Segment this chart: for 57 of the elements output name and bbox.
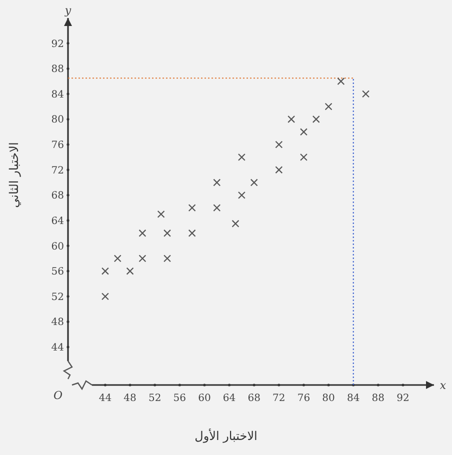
point [101,292,109,300]
y-tick-label: 68 [51,190,64,202]
point [138,254,146,262]
point [232,220,240,228]
x-tick-label: 92 [396,393,410,404]
text: y [64,4,72,17]
point [164,254,172,262]
y-tick-label: 76 [51,140,64,152]
x-axis-title: الاختبار الأول [194,428,258,443]
y-tick-label: 88 [51,64,64,76]
point [275,166,283,174]
point [312,115,320,123]
point [250,178,258,186]
point [138,229,146,237]
y-tick-label: 60 [51,241,64,252]
text: x [440,379,447,392]
x-tick-label: 88 [372,393,385,404]
x-tick-label: 60 [198,393,211,404]
y-tick-label: 56 [51,266,64,278]
point [213,178,221,186]
x-tick-label: 44 [98,393,112,404]
point [300,128,308,136]
y-tick-label: 92 [51,38,64,50]
point [288,115,296,123]
text: O [53,389,63,402]
point [238,191,246,199]
y-tick-label: 64 [51,216,64,227]
x-tick-label: 68 [248,393,260,404]
point [337,78,345,86]
x-tick-label: 80 [322,393,335,404]
point [238,153,246,161]
point [164,229,172,237]
point [126,267,134,275]
x-tick-label: 52 [148,393,162,404]
point [188,229,196,237]
point [324,102,332,110]
x-tick-label: 76 [297,393,310,404]
y-tick-label: 52 [51,292,64,303]
x-tick-label: 64 [222,393,236,404]
y-tick-label: 48 [51,317,64,328]
x-tick-label: 72 [272,393,286,404]
y-tick-label: 84 [51,89,64,100]
y-tick-label: 80 [51,114,64,126]
x-tick-label: 56 [173,393,186,404]
y-tick-label: 44 [51,342,64,354]
y-tick-label: 72 [51,165,64,176]
point [188,204,196,212]
point [114,254,122,262]
point [157,210,165,218]
point [213,204,221,212]
point [275,140,283,148]
point [300,153,308,161]
point [101,267,109,275]
x-tick-label: 84 [346,393,360,404]
x-tick-label: 48 [124,393,136,404]
y-axis-title: الاختبار الثاني [7,142,21,208]
point [362,90,370,98]
